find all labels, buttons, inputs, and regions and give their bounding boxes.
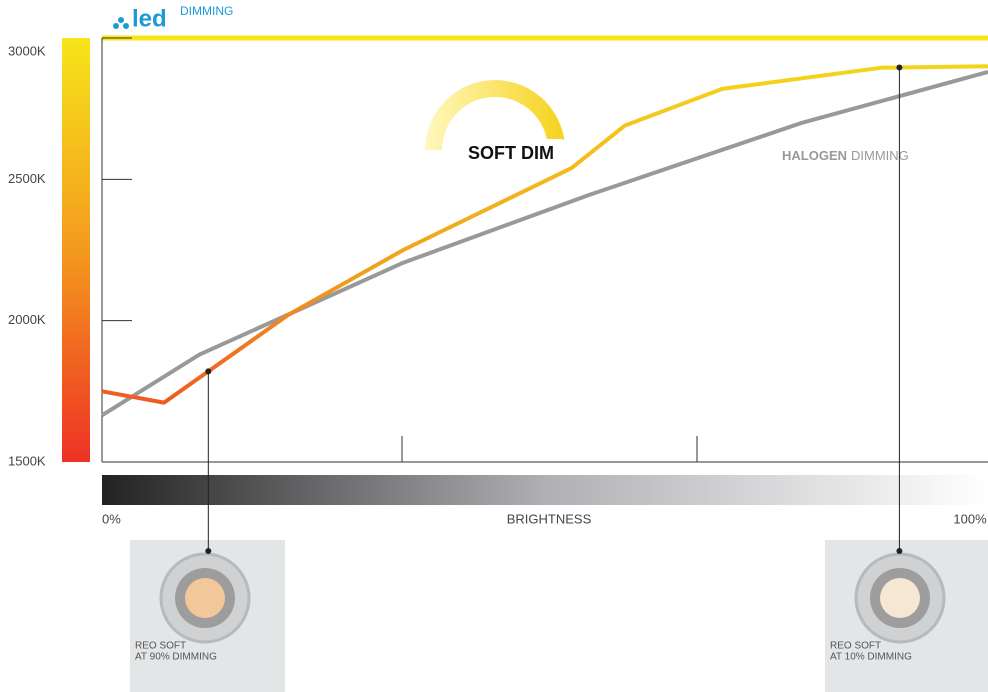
lamp-light bbox=[185, 578, 225, 618]
x-tick-label: 100% bbox=[953, 511, 987, 526]
y-tick-label: 2000K bbox=[8, 312, 46, 327]
y-tick-label: 2500K bbox=[8, 171, 46, 186]
brightness-bar bbox=[102, 475, 988, 505]
caption: REO SOFT bbox=[830, 641, 881, 652]
series-name-suffix: DIMMING bbox=[851, 148, 909, 163]
callout-dot bbox=[896, 548, 903, 554]
callout-dot bbox=[896, 64, 903, 71]
logo-brand: led bbox=[132, 5, 167, 32]
y-tick-label: 3000K bbox=[8, 43, 46, 58]
series-line bbox=[100, 69, 988, 418]
callout-dot bbox=[205, 548, 212, 554]
series-line bbox=[101, 64, 988, 405]
series-name: SOFT DIM bbox=[468, 143, 554, 163]
callout-dot bbox=[205, 368, 212, 375]
lamp-light bbox=[880, 578, 920, 618]
caption: AT 90% DIMMING bbox=[135, 652, 217, 663]
color-scale bbox=[62, 38, 90, 462]
x-tick-label: 0% bbox=[102, 511, 121, 526]
caption: REO SOFT bbox=[135, 641, 186, 652]
y-tick-label: 1500K bbox=[8, 453, 46, 468]
logo: led DIMMING bbox=[113, 4, 233, 32]
x-axis-label: BRIGHTNESS bbox=[507, 511, 592, 526]
caption: AT 10% DIMMING bbox=[830, 652, 912, 663]
logo-tag: DIMMING bbox=[180, 4, 233, 18]
series-name: HALOGEN DIMMING bbox=[782, 148, 909, 163]
soft-dim-badge bbox=[425, 80, 566, 167]
series-name-main: HALOGEN bbox=[782, 148, 847, 163]
